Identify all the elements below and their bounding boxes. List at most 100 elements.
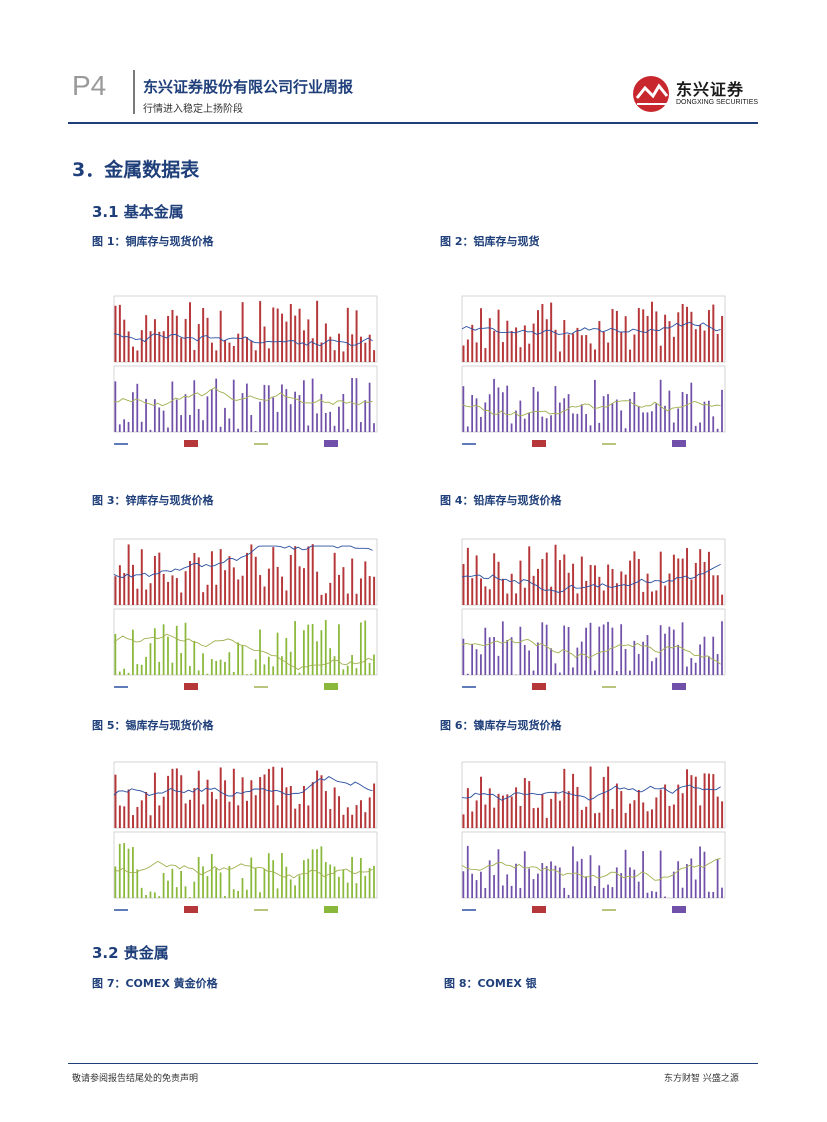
chart-bar	[316, 300, 319, 362]
chart-bar	[602, 887, 605, 898]
chart-bar	[158, 552, 161, 605]
chart-bar	[615, 399, 618, 432]
chart-bar	[246, 337, 248, 362]
legend-swatch	[672, 683, 686, 690]
chart-bar	[493, 875, 495, 898]
chart-bar	[364, 620, 367, 675]
chart-bar	[471, 324, 474, 362]
chart-bar	[541, 863, 544, 898]
chart-bar	[320, 846, 323, 898]
chart-bar	[545, 624, 548, 675]
chart-bar	[263, 384, 266, 432]
chart-bar	[475, 649, 478, 675]
chart-bar	[285, 637, 288, 675]
chart-line	[461, 638, 721, 665]
chart-bar	[189, 302, 191, 362]
chart-bar	[528, 546, 531, 605]
chart-bar	[637, 406, 640, 432]
chart-bar	[668, 626, 671, 675]
chart-bar	[721, 315, 724, 362]
footer-slogan: 东方财智 兴盛之源	[664, 1074, 739, 1084]
chart-bar	[519, 560, 522, 605]
chart-plot	[461, 295, 726, 447]
figure-title-5: 图 5：锡库存与现货价格	[92, 719, 214, 732]
subsection-base-metals: 3.1 基本金属	[92, 203, 184, 221]
chart-bar	[136, 806, 139, 828]
chart-bar	[355, 378, 358, 432]
chart-bar	[598, 626, 601, 675]
chart-bar	[118, 805, 121, 828]
chart-bar	[589, 343, 592, 362]
chart-bar	[237, 333, 240, 362]
chart-bar	[550, 302, 553, 362]
chart-bar	[346, 593, 349, 605]
chart-bar	[355, 883, 358, 898]
chart-bar	[294, 621, 296, 675]
chart-bar	[259, 777, 262, 828]
chart-bar	[189, 666, 191, 675]
chart-bar	[197, 557, 200, 605]
chart-line	[461, 784, 721, 801]
chart-bar	[545, 866, 548, 898]
chart-bar	[114, 774, 117, 828]
chart-bar	[602, 332, 605, 362]
chart-bar	[162, 410, 165, 432]
chart-bar	[368, 797, 371, 828]
chart-line	[461, 400, 721, 417]
chart-bar	[598, 422, 601, 432]
chart-bar	[136, 869, 139, 898]
chart-bar	[346, 307, 349, 362]
chart-bar	[637, 881, 640, 898]
chart-bar	[259, 892, 261, 898]
chart-bar	[716, 653, 719, 675]
chart-bar	[563, 768, 566, 828]
chart-bar	[598, 865, 601, 898]
chart-bar	[707, 400, 710, 432]
chart-bar	[175, 578, 178, 605]
chart-bar	[672, 629, 675, 675]
chart-bar	[703, 561, 706, 605]
chart-bar	[637, 789, 640, 828]
chart-bar	[158, 896, 161, 898]
chart-bar	[664, 784, 667, 828]
chart-bar	[462, 638, 465, 675]
chart-bar	[219, 659, 222, 675]
chart-bar	[351, 334, 354, 362]
chart-bar	[355, 805, 358, 828]
company-title: 东兴证券股份有限公司行业周报	[143, 78, 354, 96]
chart-bar	[528, 343, 531, 362]
chart-bar	[202, 592, 205, 605]
chart-bar	[716, 428, 719, 432]
chart-bar	[219, 767, 222, 828]
chart-bar	[272, 547, 275, 605]
chart-bar	[197, 408, 200, 432]
chart-bar	[541, 794, 544, 828]
chart-bar	[180, 337, 183, 362]
chart-bar	[624, 649, 627, 675]
chart-bar	[497, 849, 500, 898]
chart-bar	[215, 584, 218, 605]
chart-bar	[594, 813, 596, 828]
chart-bar	[149, 429, 152, 432]
chart-bar	[184, 622, 187, 675]
chart-bar	[368, 334, 371, 362]
chart-bar	[690, 658, 693, 675]
chart-bar	[342, 567, 345, 605]
chart-bar	[655, 403, 658, 432]
chart-bar	[523, 644, 526, 675]
chart-bar	[664, 896, 666, 898]
chart-bar	[471, 644, 474, 675]
header-divider	[133, 70, 135, 114]
chart-bar	[123, 419, 126, 432]
chart-bar	[193, 881, 196, 898]
chart-bar	[263, 774, 266, 828]
chart-bar	[624, 574, 627, 605]
chart-bar	[615, 670, 618, 675]
chart-bar	[189, 414, 191, 432]
figure-title-8: 图 8：COMEX 银	[444, 977, 537, 990]
chart-bar	[506, 794, 509, 828]
chart-bar	[480, 776, 483, 828]
chart-plot	[461, 538, 726, 690]
chart-bar	[466, 339, 469, 362]
chart-bar	[624, 428, 627, 432]
